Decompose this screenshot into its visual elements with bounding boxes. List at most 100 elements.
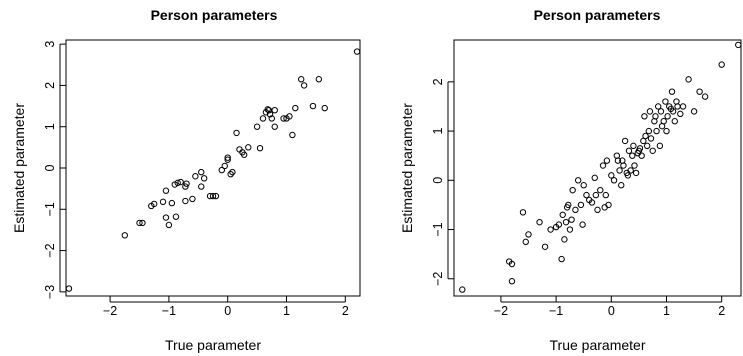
chart-title: Person parameters (534, 7, 661, 23)
scatter-point (618, 182, 625, 189)
scatter-point (701, 93, 709, 100)
scatter-point (718, 61, 725, 68)
scatter-point (508, 278, 516, 285)
scatter-point (656, 142, 664, 150)
scatter-point (621, 137, 629, 145)
scatter-point (625, 147, 633, 154)
scatter-point (594, 206, 601, 214)
scatter-point (229, 168, 236, 176)
scatter-point (309, 102, 317, 110)
x-tick-label: −2 (494, 304, 508, 318)
scatter-point (608, 172, 615, 179)
scatter-point (602, 191, 609, 199)
scatter-point (649, 147, 656, 154)
scatter-point (268, 115, 275, 122)
y-tick-label: −2 (43, 243, 57, 257)
scatter-point (292, 104, 299, 112)
scatter-point (321, 104, 328, 112)
scatter-point (151, 200, 158, 208)
scatter-point (599, 162, 607, 169)
scatter-point (200, 175, 208, 182)
y-tick-label: −1 (43, 202, 57, 216)
scatter-point (159, 198, 167, 206)
scatter-point (253, 123, 261, 130)
x-tick-label: 0 (608, 304, 615, 318)
scatter-point (224, 154, 231, 161)
scatter-point (580, 182, 587, 189)
scatter-point (189, 195, 196, 203)
scatter-point (221, 162, 228, 170)
scatter-point (271, 123, 278, 130)
right-scatter-chart: Person parameters −2 −1 0 1 2 −2 −1 0 1 2 True para… (399, 7, 742, 353)
y-tick-label: −1 (431, 222, 445, 236)
scatter-point (561, 236, 568, 243)
scatter-point (168, 199, 176, 207)
scatter-point (182, 197, 189, 205)
scatter-point (459, 286, 466, 293)
y-tick-label: 0 (43, 164, 57, 171)
scatter-point (579, 221, 586, 228)
scatter-point (671, 118, 678, 125)
scatter-point (256, 144, 264, 152)
x-tick-label: 1 (663, 304, 670, 318)
scatter-point (289, 131, 296, 139)
y-tick-label: 0 (431, 177, 445, 184)
scatter-point (632, 169, 640, 177)
scatter-point (653, 127, 660, 135)
scatter-point (674, 103, 681, 110)
left-scatter-chart: Person parameters −2 −1 0 1 2 −3 −2 −1 0 1 2 3 True p… (11, 7, 361, 353)
scatter-point (198, 183, 205, 190)
scatter-point (616, 167, 623, 174)
scatter-point (577, 201, 585, 209)
scatter-point (233, 129, 240, 137)
scatter-point (547, 226, 554, 233)
scatter-point (136, 219, 143, 227)
scatter-point (663, 127, 670, 135)
scatter-point (121, 232, 129, 239)
scatter-point (353, 48, 361, 55)
y-tick-label: 2 (431, 78, 445, 85)
scatter-point (591, 174, 598, 182)
scatter-point (588, 199, 596, 206)
scatter-point (630, 142, 637, 150)
scatter-point (562, 218, 570, 226)
scatter-point (583, 191, 590, 199)
scatter-point (227, 170, 234, 178)
scatter-point (597, 186, 604, 194)
scatter-point (536, 218, 543, 226)
scatter-point (657, 108, 665, 115)
x-axis-label: True parameter (165, 337, 261, 353)
scatter-point (662, 98, 669, 105)
scatter-point (315, 76, 323, 83)
x-tick-label: −1 (162, 304, 176, 318)
scatter-point (259, 115, 267, 122)
scatter-point (286, 113, 293, 120)
y-tick-label: 2 (43, 82, 57, 89)
scatter-point (165, 221, 173, 229)
scatter-point (603, 157, 611, 164)
scatter-point (508, 260, 516, 268)
scatter-point (558, 255, 565, 263)
scatter-point (209, 192, 217, 200)
x-tick-label: −2 (103, 304, 117, 318)
scatter-point (271, 106, 278, 114)
scatter-point (280, 115, 287, 122)
x-tick-label: 2 (718, 304, 725, 318)
scatter-point (566, 226, 574, 233)
x-tick-label: 2 (342, 304, 349, 318)
scatter-point (605, 201, 612, 209)
scatter-point (139, 219, 146, 227)
y-tick-label: −3 (43, 285, 57, 299)
scatter-point (525, 231, 532, 238)
scatter-point (660, 118, 667, 125)
scatter-point (240, 151, 248, 158)
x-tick-label: −1 (549, 304, 563, 318)
scatter-point (266, 111, 274, 118)
scatter-point (645, 127, 653, 135)
scatter-point (218, 166, 226, 174)
scatter-point (519, 209, 527, 216)
scatter-point (690, 108, 698, 115)
scatter-point (624, 172, 632, 179)
scatter-point (245, 144, 252, 151)
scatter-point (641, 113, 648, 120)
